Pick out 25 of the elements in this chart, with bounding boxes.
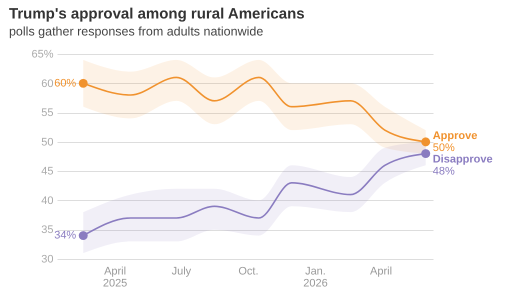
x-tick-label: April (370, 266, 392, 278)
y-tick-label: 65% (31, 48, 54, 60)
data-label: 50% (432, 142, 455, 154)
data-label: 48% (432, 166, 455, 178)
chart-subtitle: polls gather responses from adults nationwide (8, 24, 264, 38)
point (421, 149, 430, 158)
data-label: 34% (54, 230, 76, 242)
chart-title: Trump's approval among rural Americans (8, 6, 305, 22)
y-tick-label: 45 (41, 166, 54, 178)
x-tick-label: April 2025 (102, 266, 128, 290)
y-tick-label: 30 (41, 254, 54, 266)
series-label: Approve (432, 130, 478, 142)
point (78, 78, 88, 88)
y-tick-label: 50 (41, 136, 54, 148)
x-tick-label: July (172, 266, 192, 278)
point (78, 231, 88, 240)
y-tick-label: 35 (41, 224, 54, 236)
y-tick-label: 55 (41, 107, 54, 120)
series-label: Disapprove (432, 154, 493, 166)
x-tick-label: Oct. (238, 266, 258, 278)
data-label: 60% (54, 77, 76, 90)
point (421, 137, 430, 146)
x-tick-label: Jan. 2026 (303, 266, 328, 290)
y-tick-label: 40 (41, 194, 54, 207)
y-tick-label: 60 (41, 78, 54, 90)
